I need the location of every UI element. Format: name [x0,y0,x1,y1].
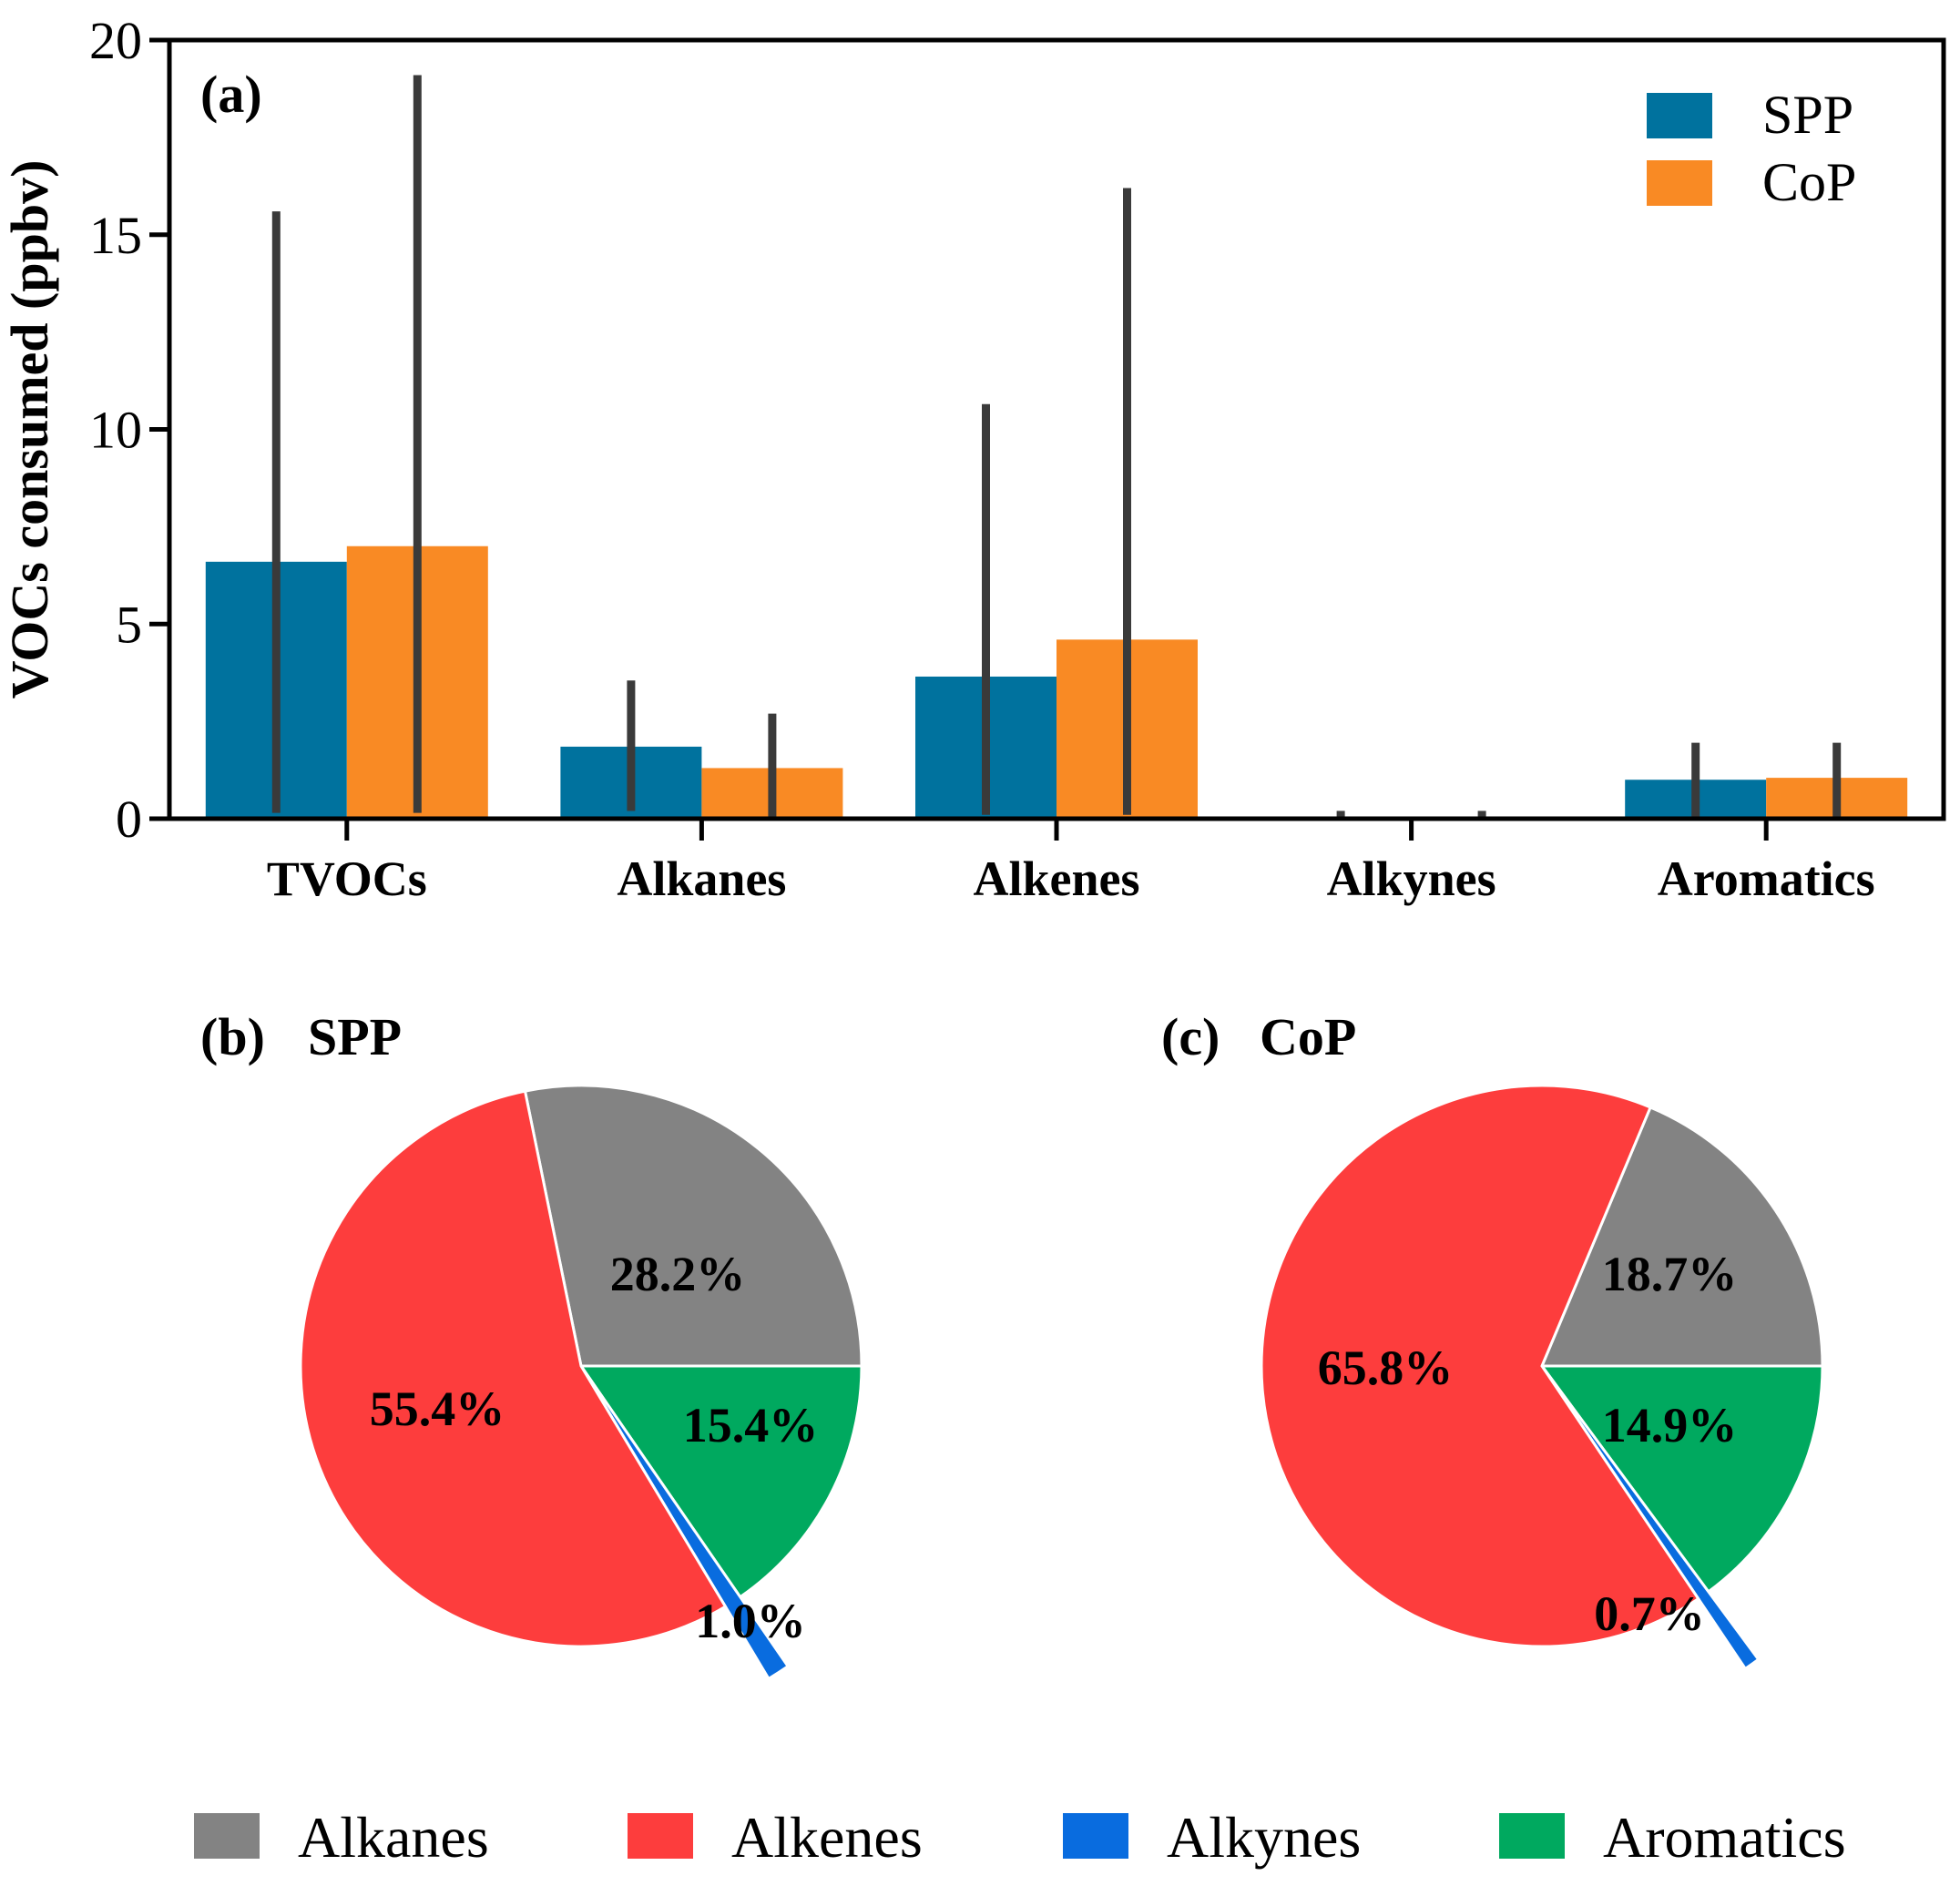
pie-slice-alkynes [579,1365,791,1681]
pie-legend: Alkanes Alkenes Alkynes Aromatics [194,1805,1846,1870]
bar-chart-panel: 0 5 10 15 20 TVOCs Alkanes Alkenes Alkynes Aroma… [0,11,1946,906]
pie-label-alkanes: 28.2% [610,1247,746,1301]
panel-a-label: (a) [200,65,262,124]
pie-label-alkanes: 18.7% [1602,1247,1738,1301]
x-tick-label: Alkenes [973,851,1139,906]
pie-label-alkenes: 65.8% [1318,1340,1454,1395]
errorbars-group [271,75,1842,819]
pie-label-alkynes: 0.7% [1594,1586,1705,1641]
bars-group [205,545,1908,819]
x-axis: TVOCs Alkanes Alkenes Alkynes Aromatics [267,819,1875,906]
pie-chart-spp: (b) SPP 28.2% 15.4% 1.0% 55.4% [200,1007,863,1681]
legend-label-spp: SPP [1762,85,1853,145]
y-tick-label: 0 [116,790,142,849]
y-tick-label: 10 [89,401,142,460]
legend-label-alkanes: Alkanes [298,1805,489,1870]
legend-swatch-alkynes [1063,1813,1128,1859]
pie-label-alkynes: 1.0% [695,1594,806,1648]
bar-legend: SPP CoP [1647,85,1856,212]
panel-c-title: CoP [1260,1007,1356,1066]
pie-label-aromatics: 14.9% [1602,1398,1738,1453]
y-tick-label: 15 [89,206,142,265]
pie-slice-aromatics [1539,1364,1824,1594]
panel-c-label: (c) [1161,1007,1220,1066]
legend-label-aromatics: Aromatics [1603,1805,1846,1870]
pie-slice-aromatics [578,1364,863,1599]
pie-chart-cop: (c) CoP 18.7% 14.9% 0.7% 65.8% [1161,1007,1824,1671]
y-axis: 0 5 10 15 20 [89,11,169,849]
x-tick-label: Alkynes [1327,851,1496,906]
legend-swatch-alkanes [194,1813,260,1859]
panel-b-title: SPP [308,1007,402,1066]
legend-label-alkenes: Alkenes [731,1805,923,1870]
pie-label-alkenes: 55.4% [370,1381,505,1436]
legend-swatch-spp [1647,93,1712,138]
pie-slice-alkenes [1260,1084,1700,1648]
legend-swatch-alkenes [628,1813,693,1859]
pie-slice-alkanes [523,1084,863,1368]
legend-swatch-cop [1647,160,1712,206]
y-axis-title: VOCs consumed (ppbv) [0,160,59,699]
x-tick-label: Alkanes [617,851,786,906]
pie-slice-alkenes [299,1089,728,1648]
legend-label-cop: CoP [1762,152,1856,212]
panel-b-label: (b) [200,1007,265,1066]
pie-slice-alkanes [1539,1105,1824,1368]
legend-label-alkynes: Alkynes [1167,1805,1361,1870]
y-tick-label: 20 [89,11,142,70]
y-tick-label: 5 [116,595,142,654]
pie-label-aromatics: 15.4% [683,1398,819,1453]
x-tick-label: TVOCs [267,851,427,906]
legend-swatch-aromatics [1499,1813,1565,1859]
pie-slice-alkynes [1540,1365,1761,1671]
x-tick-label: Aromatics [1658,851,1875,906]
